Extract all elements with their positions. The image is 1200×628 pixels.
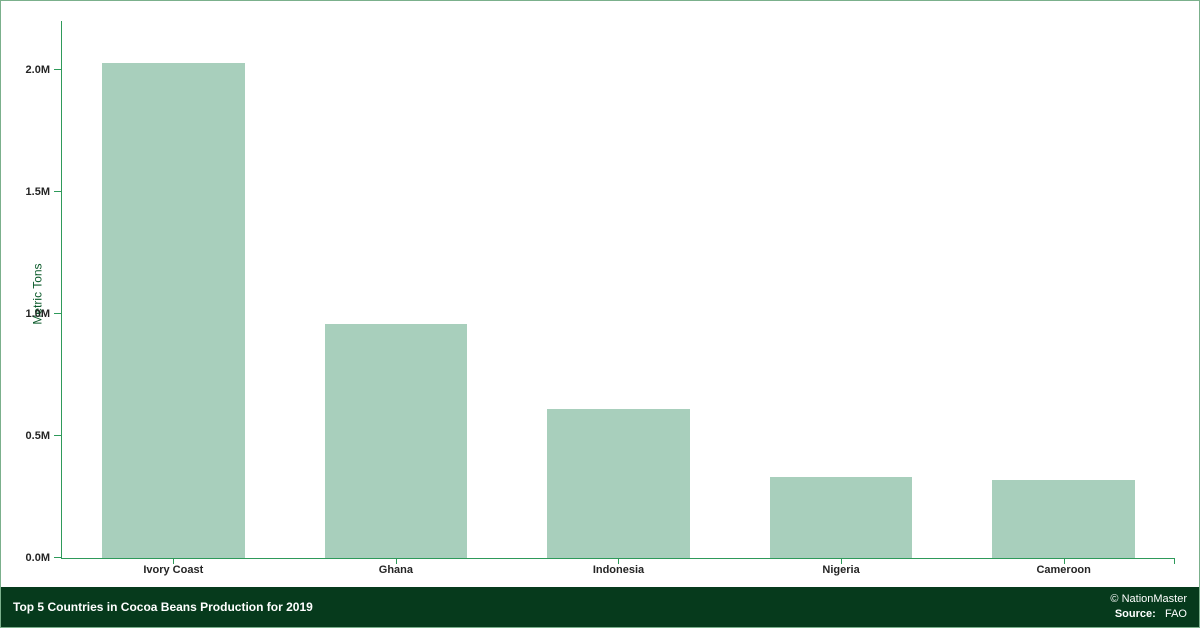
bar xyxy=(102,63,244,559)
x-axis-label: Ghana xyxy=(285,558,508,576)
source-line: Source: FAO xyxy=(1110,607,1187,622)
y-tick xyxy=(54,69,62,70)
bar-slot: Nigeria xyxy=(730,21,953,558)
bar-slot: Ivory Coast xyxy=(62,21,285,558)
y-tick-label: 0.0M xyxy=(26,552,50,564)
y-tick-label: 2.0M xyxy=(26,64,50,76)
copyright-text: © NationMaster xyxy=(1110,592,1187,607)
bar-slot: Indonesia xyxy=(507,21,730,558)
chart-title: Top 5 Countries in Cocoa Beans Productio… xyxy=(13,600,313,614)
bar-slot: Ghana xyxy=(285,21,508,558)
plot-region: Ivory CoastGhanaIndonesiaNigeriaCameroon… xyxy=(61,21,1175,559)
y-tick-label: 0.5M xyxy=(26,430,50,442)
footer-right: © NationMaster Source: FAO xyxy=(1110,592,1187,622)
bar xyxy=(325,324,467,558)
x-axis-label: Indonesia xyxy=(507,558,730,576)
x-tick xyxy=(1174,558,1175,564)
x-axis-label: Ivory Coast xyxy=(62,558,285,576)
y-tick xyxy=(54,557,62,558)
source-label: Source: xyxy=(1115,608,1156,620)
bar xyxy=(547,409,689,558)
bar-slot: Cameroon xyxy=(952,21,1175,558)
x-axis-label: Cameroon xyxy=(952,558,1175,576)
chart-area: Metric Tons Ivory CoastGhanaIndonesiaNig… xyxy=(1,1,1199,587)
bars-container: Ivory CoastGhanaIndonesiaNigeriaCameroon xyxy=(62,21,1175,558)
footer-bar: Top 5 Countries in Cocoa Beans Productio… xyxy=(1,587,1199,627)
y-tick-label: 1.5M xyxy=(26,186,50,198)
source-value: FAO xyxy=(1165,608,1187,620)
y-tick xyxy=(54,191,62,192)
y-tick xyxy=(54,313,62,314)
y-tick-label: 1.0M xyxy=(26,308,50,320)
chart-frame: Metric Tons Ivory CoastGhanaIndonesiaNig… xyxy=(0,0,1200,628)
y-tick xyxy=(54,435,62,436)
bar xyxy=(992,480,1134,558)
bar xyxy=(770,477,912,558)
x-axis-label: Nigeria xyxy=(730,558,953,576)
